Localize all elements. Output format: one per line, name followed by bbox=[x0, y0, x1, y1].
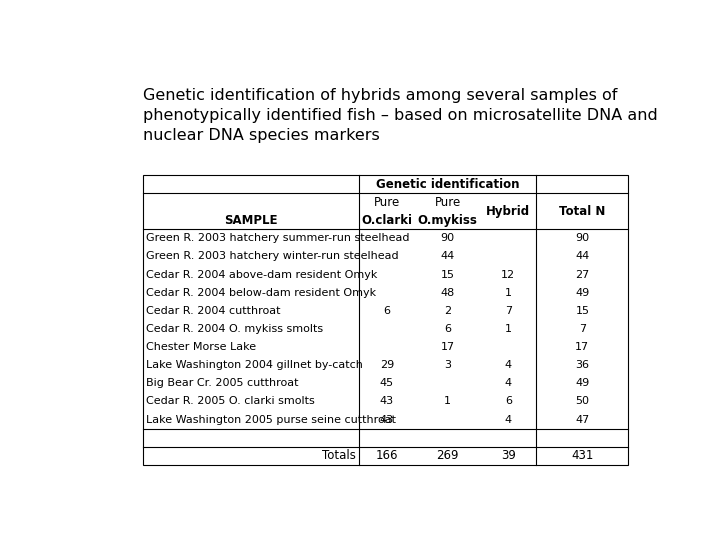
Text: 44: 44 bbox=[441, 252, 455, 261]
Text: Hybrid: Hybrid bbox=[486, 205, 531, 218]
Bar bbox=[143, 175, 629, 465]
Text: Cedar R. 2005 O. clarki smolts: Cedar R. 2005 O. clarki smolts bbox=[145, 396, 315, 407]
Text: 45: 45 bbox=[380, 379, 394, 388]
Text: O.mykiss: O.mykiss bbox=[418, 214, 477, 227]
Text: 166: 166 bbox=[376, 449, 398, 462]
Text: Genetic identification of hybrids among several samples of
phenotypically identi: Genetic identification of hybrids among … bbox=[143, 87, 658, 144]
Text: 4: 4 bbox=[505, 415, 512, 424]
Text: Green R. 2003 hatchery summer-run steelhead: Green R. 2003 hatchery summer-run steelh… bbox=[145, 233, 409, 244]
Text: Chester Morse Lake: Chester Morse Lake bbox=[145, 342, 256, 352]
Text: 39: 39 bbox=[501, 449, 516, 462]
Text: 6: 6 bbox=[505, 396, 512, 407]
Text: O.clarki: O.clarki bbox=[361, 214, 413, 227]
Text: 1: 1 bbox=[505, 324, 512, 334]
Text: 1: 1 bbox=[444, 396, 451, 407]
Text: 7: 7 bbox=[579, 324, 586, 334]
Text: 43: 43 bbox=[380, 415, 394, 424]
Text: 4: 4 bbox=[505, 379, 512, 388]
Text: Lake Washington 2004 gillnet by-catch: Lake Washington 2004 gillnet by-catch bbox=[145, 360, 363, 370]
Text: 6: 6 bbox=[384, 306, 390, 316]
Text: 3: 3 bbox=[444, 360, 451, 370]
Text: 90: 90 bbox=[441, 233, 455, 244]
Text: Pure: Pure bbox=[434, 195, 461, 208]
Text: Totals: Totals bbox=[322, 449, 356, 462]
Text: Genetic identification: Genetic identification bbox=[376, 178, 519, 191]
Text: 17: 17 bbox=[441, 342, 455, 352]
Text: 17: 17 bbox=[575, 342, 590, 352]
Text: Pure: Pure bbox=[374, 195, 400, 208]
Text: 50: 50 bbox=[575, 396, 590, 407]
Text: Cedar R. 2004 cutthroat: Cedar R. 2004 cutthroat bbox=[145, 306, 280, 316]
Text: 49: 49 bbox=[575, 379, 590, 388]
Text: Cedar R. 2004 below-dam resident Omyk: Cedar R. 2004 below-dam resident Omyk bbox=[145, 288, 376, 298]
Text: 7: 7 bbox=[505, 306, 512, 316]
Text: 15: 15 bbox=[575, 306, 590, 316]
Text: Cedar R. 2004 above-dam resident Omyk: Cedar R. 2004 above-dam resident Omyk bbox=[145, 269, 377, 280]
Text: 12: 12 bbox=[501, 269, 516, 280]
Text: 2: 2 bbox=[444, 306, 451, 316]
Text: 27: 27 bbox=[575, 269, 590, 280]
Text: 269: 269 bbox=[436, 449, 459, 462]
Text: Big Bear Cr. 2005 cutthroat: Big Bear Cr. 2005 cutthroat bbox=[145, 379, 298, 388]
Text: 15: 15 bbox=[441, 269, 454, 280]
Text: 36: 36 bbox=[575, 360, 590, 370]
Text: 44: 44 bbox=[575, 252, 590, 261]
Text: SAMPLE: SAMPLE bbox=[224, 214, 278, 227]
Text: 43: 43 bbox=[380, 396, 394, 407]
Text: 47: 47 bbox=[575, 415, 590, 424]
Text: Total N: Total N bbox=[559, 205, 606, 218]
Text: 48: 48 bbox=[441, 288, 455, 298]
Text: 29: 29 bbox=[380, 360, 394, 370]
Text: 90: 90 bbox=[575, 233, 590, 244]
Text: 6: 6 bbox=[444, 324, 451, 334]
Text: Green R. 2003 hatchery winter-run steelhead: Green R. 2003 hatchery winter-run steelh… bbox=[145, 252, 398, 261]
Text: Cedar R. 2004 O. mykiss smolts: Cedar R. 2004 O. mykiss smolts bbox=[145, 324, 323, 334]
Text: 1: 1 bbox=[505, 288, 512, 298]
Text: 4: 4 bbox=[505, 360, 512, 370]
Text: 431: 431 bbox=[571, 449, 593, 462]
Text: Lake Washington 2005 purse seine cutthroat: Lake Washington 2005 purse seine cutthro… bbox=[145, 415, 396, 424]
Text: 49: 49 bbox=[575, 288, 590, 298]
